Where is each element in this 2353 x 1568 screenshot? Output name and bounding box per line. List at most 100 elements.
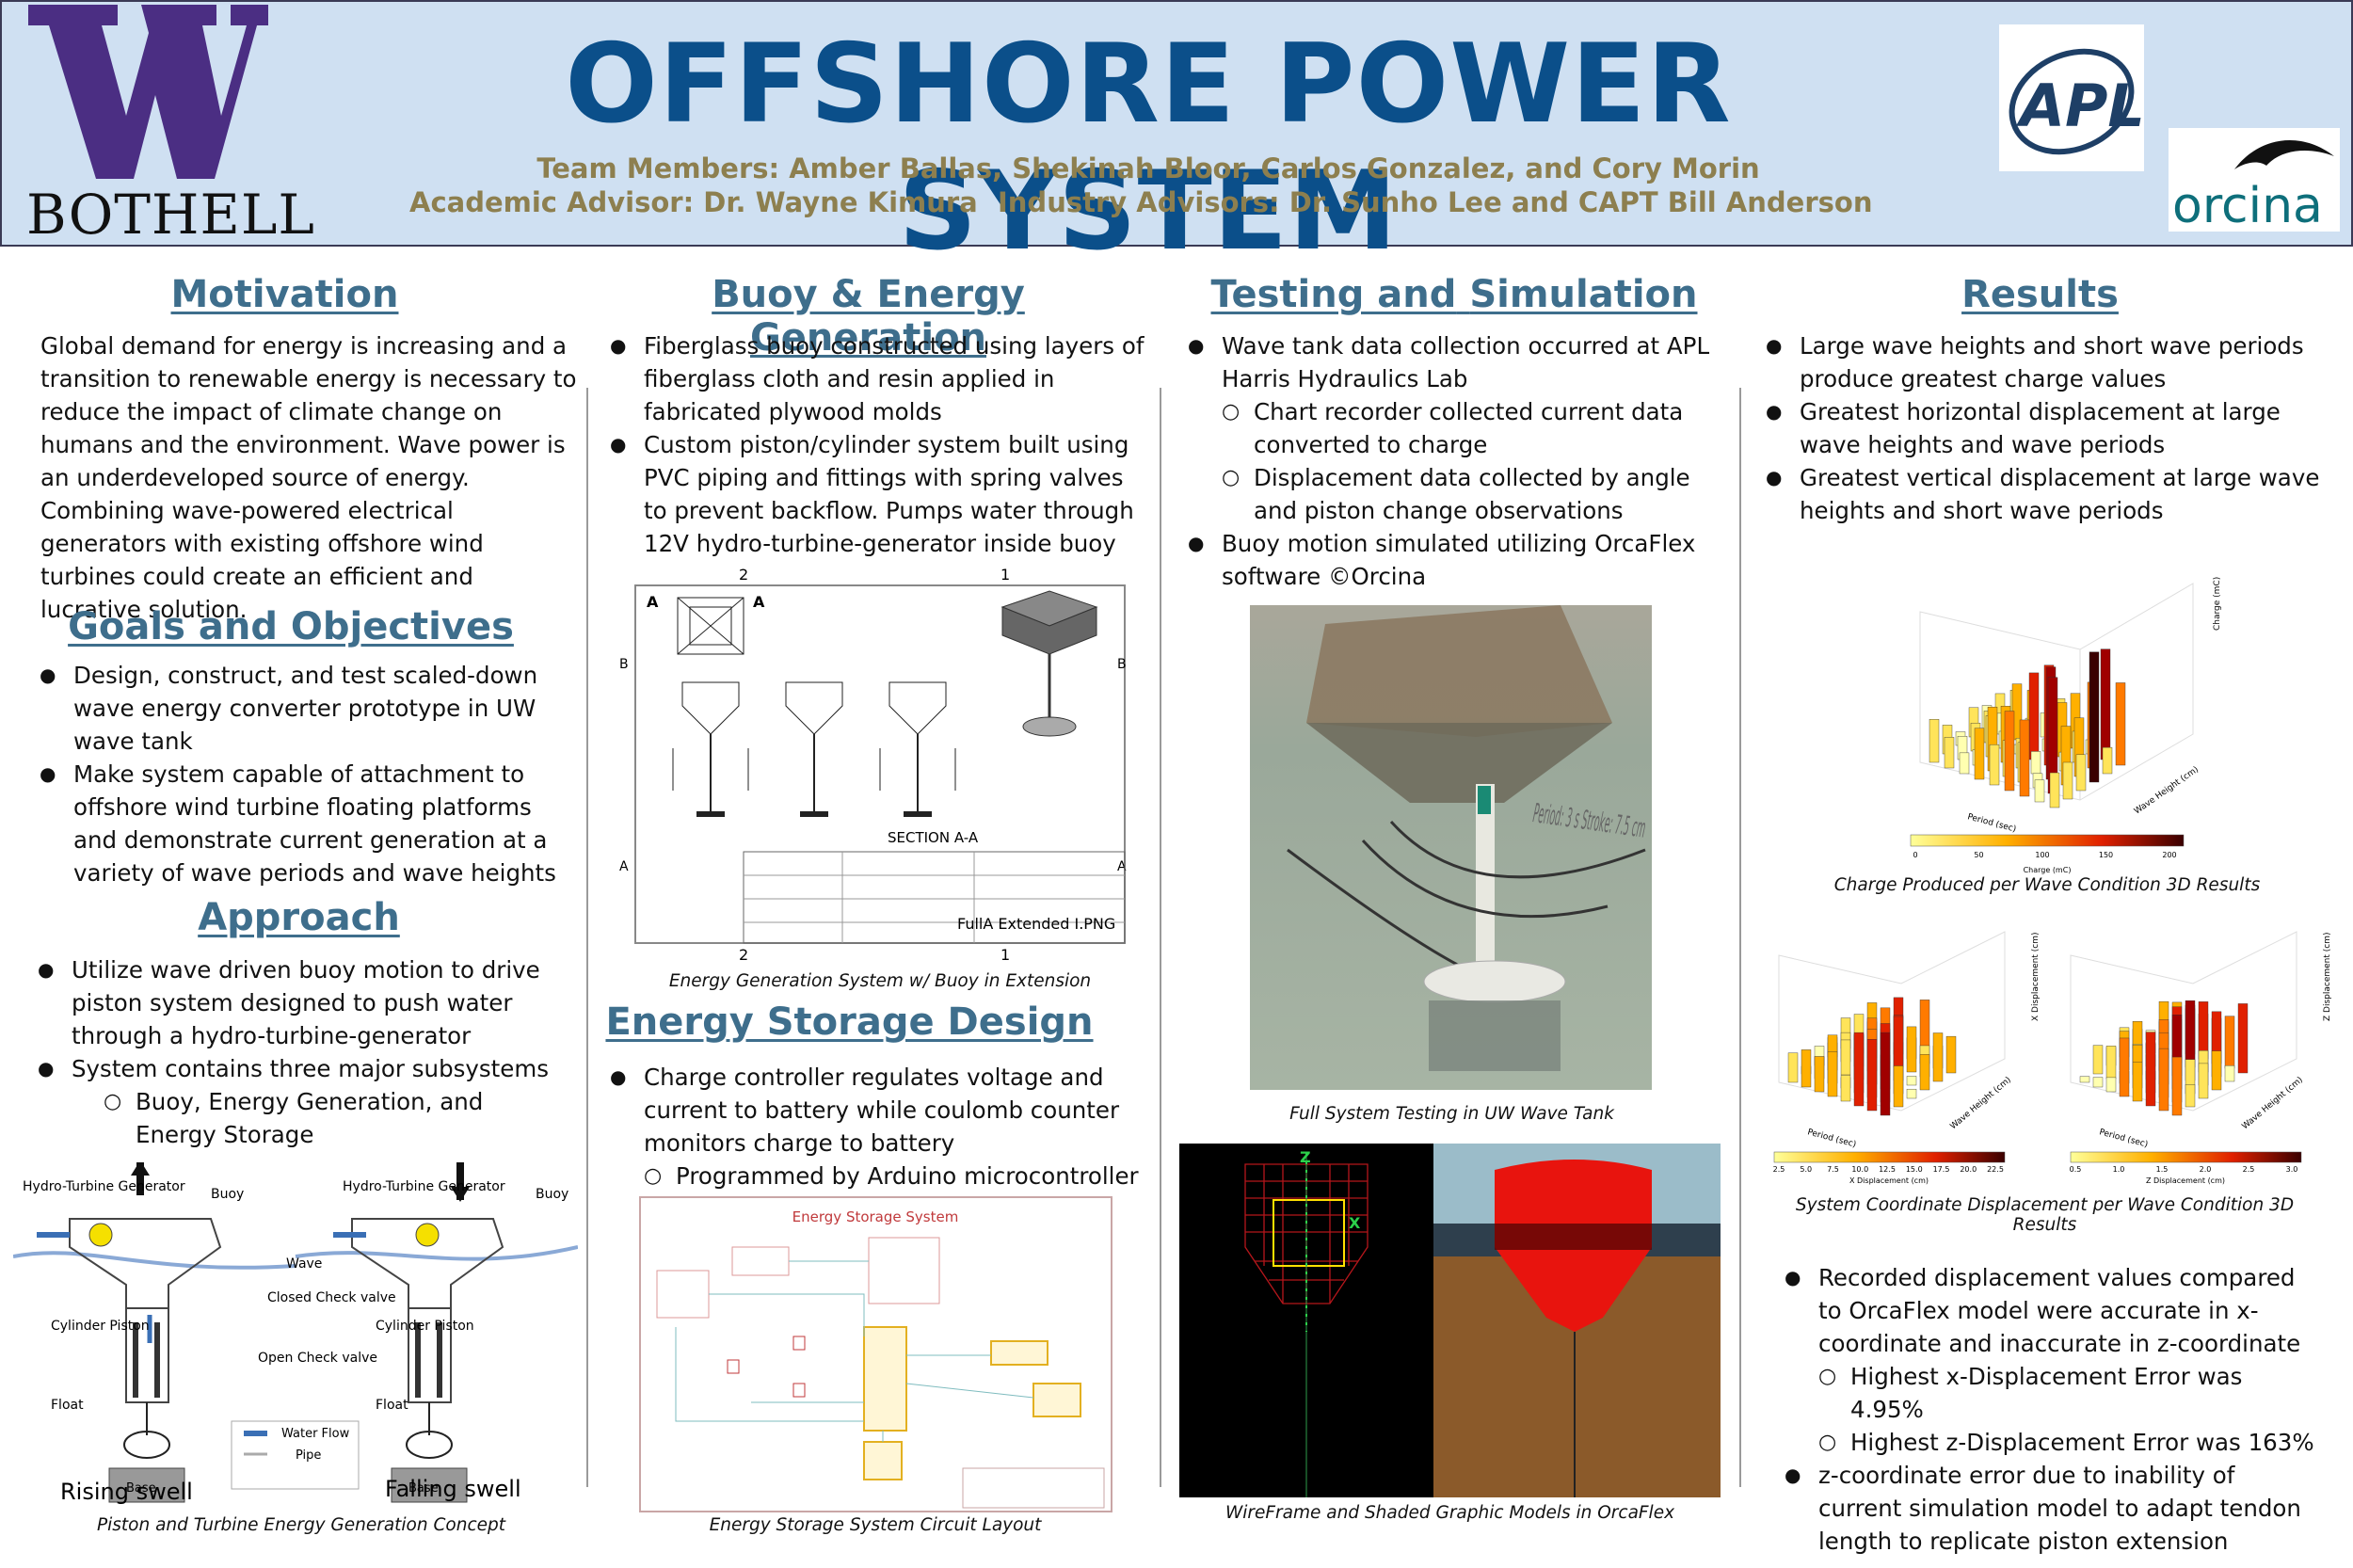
colorbar-tick: 22.5 xyxy=(1987,1165,2004,1174)
results-more-item: z-coordinate error due to inability of c… xyxy=(1785,1459,2316,1558)
testing-heading-part2: Simulation xyxy=(1469,273,1698,316)
apl-logo-text: APL xyxy=(2015,72,2144,140)
colorbar-tick: 12.5 xyxy=(1879,1165,1896,1174)
colorbar-tick: 2.5 xyxy=(1773,1165,1785,1174)
orcaflex-caption: WireFrame and Shaded Graphic Models in O… xyxy=(1225,1503,1675,1523)
svg-text:Water Flow: Water Flow xyxy=(281,1427,350,1441)
testing-sub-item: Chart recorder collected current data co… xyxy=(1222,395,1729,461)
colorbar-tick: 50 xyxy=(1974,851,1983,859)
svg-text:2: 2 xyxy=(739,566,748,584)
bar-3d xyxy=(1840,1039,1851,1076)
bar-3d xyxy=(1959,752,1970,775)
colorbar-tick: 200 xyxy=(2162,851,2176,859)
svg-text:Wave: Wave xyxy=(286,1256,322,1272)
approach-sub-item: Buoy, Energy Generation, and Energy Stor… xyxy=(104,1085,565,1151)
svg-text:Pipe: Pipe xyxy=(296,1448,321,1463)
svg-text:Base: Base xyxy=(408,1481,439,1496)
svg-text:Rising swell: Rising swell xyxy=(60,1479,193,1505)
buoy-engineering-drawing: 2 1 2 1 B A B A A A SECTION A-A FullA Ex… xyxy=(619,566,1127,962)
bar-3d xyxy=(1801,1049,1812,1088)
approach-heading: Approach xyxy=(198,896,400,939)
svg-text:X Displacement (cm): X Displacement (cm) xyxy=(2031,933,2041,1022)
charge-colorbar: 0 50 100 150 200 Charge (mC) xyxy=(1910,834,2185,874)
bar-3d xyxy=(1944,737,1955,769)
bar-3d xyxy=(1974,728,1985,780)
bar-3d xyxy=(1827,1051,1838,1097)
svg-text:Period (sec): Period (sec) xyxy=(2098,1128,2149,1148)
colorbar-tick: 150 xyxy=(2099,851,2113,859)
svg-text:Z Displacement (cm): Z Displacement (cm) xyxy=(2323,933,2332,1022)
approach-list: Utilize wave driven buoy motion to drive… xyxy=(38,953,565,1151)
testing-item: Buoy motion simulated utilizing OrcaFlex… xyxy=(1188,527,1729,593)
svg-text:B: B xyxy=(619,657,629,672)
svg-text:Charge (mC): Charge (mC) xyxy=(2213,577,2222,631)
bar-3d xyxy=(2049,772,2060,808)
bar-3d xyxy=(2185,1084,2196,1108)
storage-sub-item: Programmed by Arduino microcontroller xyxy=(644,1160,1151,1192)
results-more-item: Recorded displacement values compared to… xyxy=(1785,1261,2316,1360)
bar-3d xyxy=(2132,1062,2143,1102)
approach-item: System contains three major subsystems xyxy=(38,1052,565,1085)
charge-caption: Charge Produced per Wave Condition 3D Re… xyxy=(1833,875,2261,895)
svg-text:Closed Check valve: Closed Check valve xyxy=(267,1290,396,1305)
bar-3d xyxy=(2028,672,2040,760)
bar-3d xyxy=(1866,1039,1878,1112)
svg-text:Wave Height (cm): Wave Height (cm) xyxy=(2241,1076,2305,1132)
storage-list: Charge controller regulates voltage and … xyxy=(610,1061,1151,1192)
svg-text:Hydro-Turbine Generator: Hydro-Turbine Generator xyxy=(343,1179,505,1194)
svg-text:Base: Base xyxy=(126,1481,156,1496)
results-more-list: Recorded displacement values compared to… xyxy=(1785,1261,2316,1558)
x-displacement-3d-chart: Period (sec) Wave Height (cm) X Displace… xyxy=(1778,931,2041,1148)
bar-3d xyxy=(2198,1063,2209,1099)
storage-heading: Energy Storage Design xyxy=(605,1000,1094,1044)
x-displacement-colorbar: 2.5 5.0 7.5 10.0 12.5 15.0 17.5 20.0 22.5 X Disp… xyxy=(1773,1151,2006,1185)
buoy-item: Fiberglass buoy constructed using layers… xyxy=(610,329,1151,428)
testing-list: Wave tank data collection occurred at AP… xyxy=(1188,329,1729,593)
colorbar-tick: 3.0 xyxy=(2286,1165,2298,1174)
bar-3d xyxy=(2224,1016,2235,1069)
svg-text:B: B xyxy=(1117,657,1127,672)
svg-text:Z Displacement (cm): Z Displacement (cm) xyxy=(2146,1176,2225,1185)
svg-text:Cylinder Piston: Cylinder Piston xyxy=(51,1319,150,1334)
colorbar-tick: 1.5 xyxy=(2156,1165,2169,1174)
bar-3d xyxy=(2115,682,2126,766)
svg-text:Period (sec): Period (sec) xyxy=(1966,812,2017,834)
orcaflex-models: Z X xyxy=(1179,1144,1721,1497)
bar-3d xyxy=(2100,648,2111,760)
svg-text:Energy Storage System: Energy Storage System xyxy=(792,1208,959,1225)
displacement-caption: System Coordinate Displacement per Wave … xyxy=(1795,1195,2295,1235)
storage-item: Charge controller regulates voltage and … xyxy=(610,1061,1151,1160)
bar-3d xyxy=(2171,1056,2183,1116)
piston-turbine-figure: Hydro-Turbine Generator Buoy Wave Closed… xyxy=(13,1162,578,1505)
bar-3d xyxy=(1880,1032,1891,1116)
approach-figure-caption: Piston and Turbine Energy Generation Con… xyxy=(96,1515,505,1535)
bar-3d xyxy=(1787,1052,1799,1083)
buoy-drawing-caption: Energy Generation System w/ Buoy in Exte… xyxy=(668,971,1092,991)
bar-3d xyxy=(2030,751,2041,775)
svg-text:Open Check valve: Open Check valve xyxy=(258,1351,377,1366)
colorbar-tick: 2.0 xyxy=(2200,1165,2212,1174)
results-list: Large wave heights and short wave period… xyxy=(1766,329,2321,527)
testing-item: Wave tank data collection occurred at AP… xyxy=(1188,329,1729,395)
results-item: Greatest vertical displacement at large … xyxy=(1766,461,2321,527)
svg-text:SECTION A-A: SECTION A-A xyxy=(888,829,979,846)
bar-3d xyxy=(1814,1056,1825,1093)
colorbar-tick: 0.5 xyxy=(2070,1165,2082,1174)
bar-3d xyxy=(1929,719,1940,763)
motivation-text: Global demand for energy is increasing a… xyxy=(40,332,577,623)
bar-3d xyxy=(2079,1076,2090,1083)
bar-3d xyxy=(2092,1077,2104,1088)
bar-3d xyxy=(2105,1077,2117,1093)
goals-item: Make system capable of attachment to off… xyxy=(40,758,571,889)
buoy-list: Fiberglass buoy constructed using layers… xyxy=(610,329,1151,560)
approach-item: Utilize wave driven buoy motion to drive… xyxy=(38,953,565,1052)
motivation-heading: Motivation xyxy=(170,273,399,316)
bar-3d xyxy=(2119,1037,2130,1097)
svg-text:Buoy: Buoy xyxy=(536,1187,568,1202)
svg-text:A: A xyxy=(753,593,765,611)
svg-text:FullA Extended I.PNG: FullA Extended I.PNG xyxy=(957,915,1115,933)
poster-title: OFFSHORE POWER SYSTEM xyxy=(565,21,1732,275)
svg-text:X Displacement (cm): X Displacement (cm) xyxy=(1849,1176,1929,1185)
poster-header xyxy=(0,0,2353,247)
z-displacement-3d-chart: Period (sec) Wave Height (cm) Z Displace… xyxy=(2070,931,2332,1148)
